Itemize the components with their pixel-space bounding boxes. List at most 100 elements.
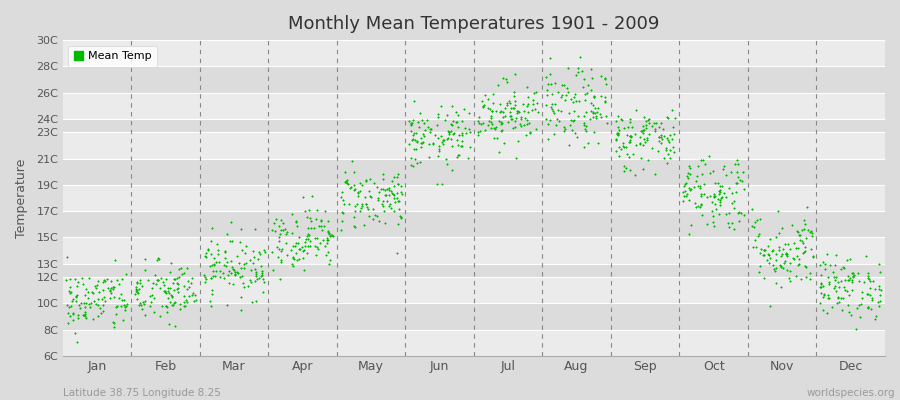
Point	[778, 258, 792, 265]
Point	[220, 272, 235, 278]
Point	[727, 205, 742, 212]
Point	[576, 84, 590, 90]
Point	[612, 153, 626, 160]
Point	[151, 277, 166, 284]
Point	[712, 188, 726, 194]
Point	[696, 156, 710, 163]
Point	[770, 250, 784, 257]
Point	[307, 243, 321, 249]
Point	[429, 122, 444, 128]
Point	[402, 118, 417, 124]
Point	[255, 268, 269, 274]
Point	[70, 292, 85, 298]
Point	[779, 250, 794, 256]
Point	[271, 222, 285, 229]
Point	[557, 82, 572, 88]
Point	[88, 282, 103, 289]
Point	[816, 292, 831, 298]
Point	[76, 300, 91, 306]
Point	[353, 188, 367, 194]
Point	[657, 132, 671, 139]
Point	[578, 91, 592, 98]
Point	[546, 110, 561, 116]
Point	[761, 252, 776, 258]
Point	[700, 194, 715, 200]
Point	[405, 120, 419, 126]
Point	[557, 126, 572, 132]
Point	[305, 193, 320, 199]
Point	[543, 55, 557, 61]
Point	[837, 284, 851, 290]
Point	[112, 295, 127, 301]
Point	[576, 113, 590, 119]
Point	[63, 312, 77, 319]
Point	[351, 189, 365, 195]
Point	[814, 281, 828, 288]
Point	[776, 264, 790, 271]
Point	[660, 160, 674, 166]
Point	[185, 274, 200, 281]
Point	[690, 172, 705, 179]
Point	[641, 117, 655, 123]
Point	[113, 291, 128, 297]
Point	[426, 140, 440, 146]
Point	[623, 116, 637, 122]
Point	[614, 116, 628, 123]
Point	[297, 267, 311, 273]
Point	[713, 202, 727, 208]
Point	[539, 116, 554, 122]
Point	[661, 150, 675, 157]
Point	[509, 110, 524, 117]
Point	[450, 154, 464, 160]
Point	[150, 276, 165, 283]
Point	[106, 320, 121, 326]
Point	[390, 174, 404, 180]
Point	[431, 134, 446, 141]
Point	[474, 98, 489, 104]
Point	[166, 293, 180, 299]
Point	[588, 110, 602, 116]
Point	[61, 310, 76, 316]
Point	[344, 184, 358, 190]
Point	[170, 275, 184, 282]
Point	[152, 312, 166, 319]
Point	[822, 281, 836, 288]
Point	[586, 109, 600, 116]
Point	[498, 112, 512, 119]
Point	[240, 282, 255, 289]
Point	[110, 303, 124, 310]
Point	[511, 138, 526, 144]
Point	[233, 274, 248, 280]
Point	[508, 93, 522, 99]
Point	[562, 110, 576, 116]
Point	[69, 297, 84, 304]
Point	[138, 256, 152, 262]
Point	[677, 192, 691, 199]
Point	[285, 230, 300, 236]
Point	[680, 169, 695, 176]
Point	[825, 269, 840, 275]
Point	[89, 301, 104, 308]
Point	[105, 319, 120, 326]
Point	[210, 241, 224, 248]
Point	[751, 232, 765, 239]
Point	[256, 289, 271, 295]
Point	[439, 160, 454, 167]
Point	[415, 140, 429, 146]
Point	[177, 302, 192, 309]
Point	[91, 278, 105, 285]
Point	[403, 122, 418, 128]
Point	[414, 140, 428, 146]
Point	[247, 254, 261, 260]
Point	[495, 114, 509, 120]
Point	[274, 259, 288, 265]
Point	[86, 289, 100, 295]
Point	[732, 218, 746, 224]
Point	[335, 208, 349, 215]
Point	[67, 310, 81, 316]
Point	[514, 115, 528, 122]
Point	[717, 163, 732, 170]
Point	[387, 192, 401, 198]
Point	[639, 118, 653, 125]
Point	[587, 129, 601, 135]
